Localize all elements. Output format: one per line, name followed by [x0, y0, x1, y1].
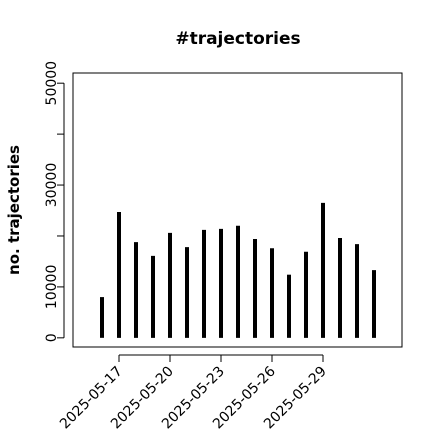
- chart-title: #trajectories: [175, 29, 300, 49]
- y-tick-label: 50000: [44, 61, 60, 106]
- y-tick-label: 10000: [44, 265, 60, 310]
- y-axis-label: no. trajectories: [5, 145, 23, 275]
- y-tick-label: 0: [44, 333, 60, 342]
- plot-frame: [72, 72, 403, 348]
- y-tick-label: 30000: [44, 163, 60, 208]
